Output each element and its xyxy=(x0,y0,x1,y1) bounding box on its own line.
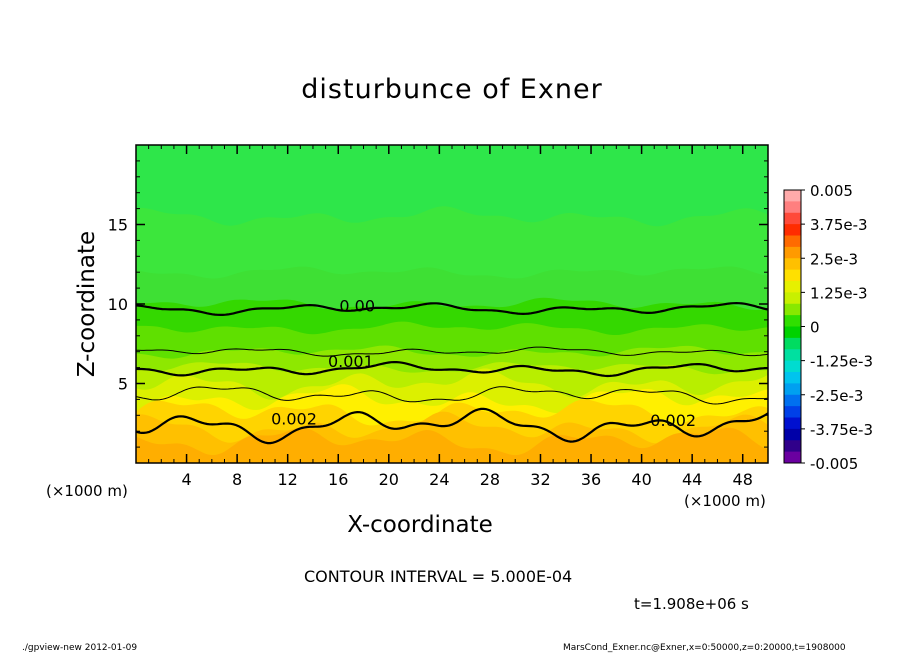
y-tick-label: 10 xyxy=(108,295,128,314)
colorbar-tick-label: 1.25e-3 xyxy=(810,284,868,302)
contour-line xyxy=(135,301,769,316)
colorbar-swatch xyxy=(784,360,801,373)
contour-line xyxy=(135,346,769,357)
x-tick-label: 32 xyxy=(530,470,550,489)
colorbar-tick-label: -2.5e-3 xyxy=(810,387,863,405)
colorbar-tick-label: -0.005 xyxy=(810,455,858,473)
footer-right: MarsCond_Exner.nc@Exner,x=0:50000,z=0:20… xyxy=(563,643,846,653)
contour-line xyxy=(135,386,769,405)
x-unit-label-left: (×1000 m) xyxy=(46,482,128,500)
colorbar-tick-label: 0 xyxy=(810,319,820,337)
colorbar-swatch xyxy=(784,337,801,350)
x-tick-label: 24 xyxy=(429,470,449,489)
colorbar-swatch xyxy=(784,326,801,339)
colorbar-swatch xyxy=(784,235,801,248)
x-tick-label: 4 xyxy=(181,470,191,489)
x-tick-label: 44 xyxy=(682,470,702,489)
colorbar-tick-label: -3.75e-3 xyxy=(810,421,873,439)
footer-left: ./gpview-new 2012-01-09 xyxy=(22,643,138,653)
colorbar-swatch xyxy=(784,315,801,327)
contour-lines: 0.00 0.001 0.002 0.002 xyxy=(135,297,769,445)
colorbar-swatch xyxy=(784,212,801,225)
x-tick-label: 16 xyxy=(328,470,348,489)
x-tick-label: 28 xyxy=(480,470,500,489)
colorbar-swatch xyxy=(784,428,801,441)
chart-title: disturbunce of Exner xyxy=(301,74,603,105)
colorbar-swatch xyxy=(784,303,801,316)
contour-label: 0.002 xyxy=(650,411,696,430)
field-band xyxy=(136,427,768,463)
colorbar-swatch xyxy=(784,440,801,453)
colorbar-swatch xyxy=(784,349,801,362)
x-unit-label-right: (×1000 m) xyxy=(684,492,766,510)
x-tick-label: 8 xyxy=(232,470,242,489)
colorbar-swatch xyxy=(784,406,801,418)
colorbar-swatch xyxy=(784,190,801,202)
contour-label: 0.00 xyxy=(339,297,375,316)
x-tick-label: 48 xyxy=(733,470,753,489)
colorbar-swatch xyxy=(784,394,801,407)
colorbar-swatch xyxy=(784,281,801,293)
y-tick-label: 15 xyxy=(108,216,128,235)
colorbar-swatch xyxy=(784,417,801,430)
colorbar-swatch xyxy=(784,246,801,259)
x-tick-label: 36 xyxy=(581,470,601,489)
contour-label: 0.002 xyxy=(271,409,317,428)
colorbar-swatch xyxy=(784,451,801,464)
colorbar-swatch xyxy=(784,224,801,236)
contour-line xyxy=(135,361,768,378)
x-axis-label: X-coordinate xyxy=(347,512,493,538)
contour-line xyxy=(135,407,769,445)
colorbar-swatch xyxy=(784,372,801,384)
x-tick-label: 20 xyxy=(379,470,399,489)
colorbar-tick-label: 3.75e-3 xyxy=(810,216,868,234)
time-label: t=1.908e+06 s xyxy=(634,595,749,613)
colorbar-tick-label: 2.5e-3 xyxy=(810,250,858,268)
contour-interval-text: CONTOUR INTERVAL = 5.000E-04 xyxy=(304,567,573,586)
colorbar-tick-label: -1.25e-3 xyxy=(810,353,873,371)
colorbar-swatch xyxy=(784,383,801,396)
x-tick-label: 40 xyxy=(631,470,651,489)
colorbar-tick-label: 0.005 xyxy=(810,182,853,200)
x-tick-label: 12 xyxy=(278,470,298,489)
colorbar-swatch xyxy=(784,258,801,271)
colorbar-swatch xyxy=(784,269,801,282)
y-tick-label: 5 xyxy=(118,375,128,394)
colorbar-swatch xyxy=(784,201,801,214)
contour-label: 0.001 xyxy=(328,352,374,371)
y-axis-label: Z-coordinate xyxy=(74,230,100,378)
colorbar: 0.005 3.75e-3 2.5e-3 1.25e-3 0 -1.25e-3 -2.5e-… xyxy=(783,182,873,473)
colorbar-swatch xyxy=(784,292,801,305)
